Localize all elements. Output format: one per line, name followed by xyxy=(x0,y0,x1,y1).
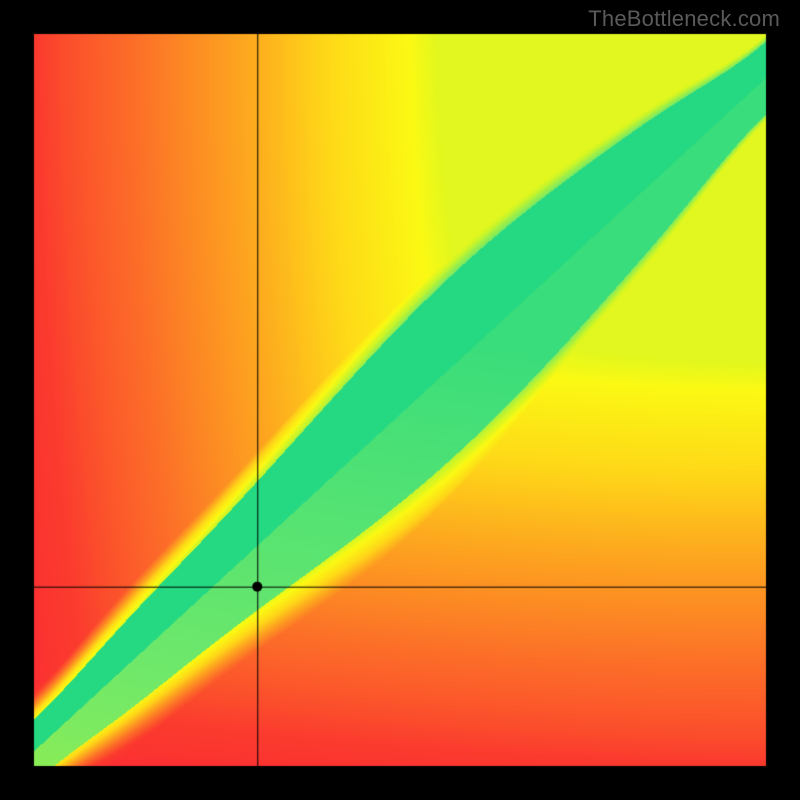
watermark-text: TheBottleneck.com xyxy=(588,6,780,32)
heatmap-canvas xyxy=(0,0,800,800)
